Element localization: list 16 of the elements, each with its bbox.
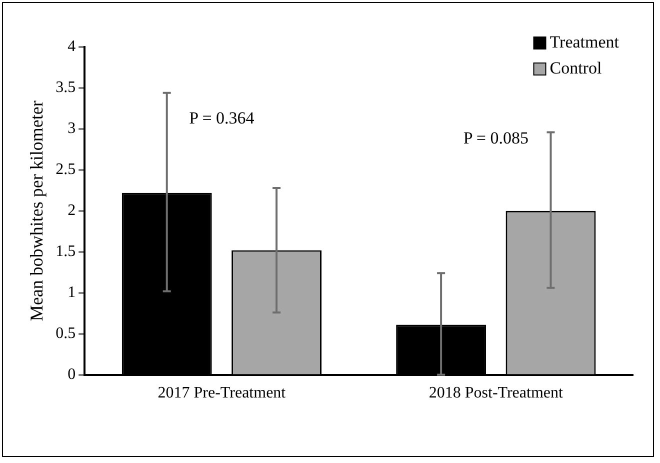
y-tick-label: 1 (68, 284, 76, 302)
y-tick-label: 0 (68, 366, 76, 384)
y-tick-label: 2.5 (56, 161, 76, 178)
annotation: P = 0.364 (189, 108, 255, 128)
y-tick-label: 2 (68, 202, 76, 220)
y-tick-label: 4 (68, 38, 76, 56)
legend-label: Control (550, 58, 602, 78)
y-tick-label: 1.5 (56, 243, 76, 260)
y-axis-title: Mean bobwhites per kilometer (26, 100, 47, 322)
y-tick-label: 3.5 (56, 79, 76, 96)
y-tick-label: 0.5 (56, 325, 76, 342)
legend-label: Treatment (550, 32, 620, 52)
annotation: P = 0.085 (463, 128, 528, 148)
y-tick-label: 3 (68, 120, 76, 138)
x-tick-label: 2018 Post-Treatment (428, 384, 564, 402)
x-tick-label: 2017 Pre-Treatment (158, 384, 286, 402)
